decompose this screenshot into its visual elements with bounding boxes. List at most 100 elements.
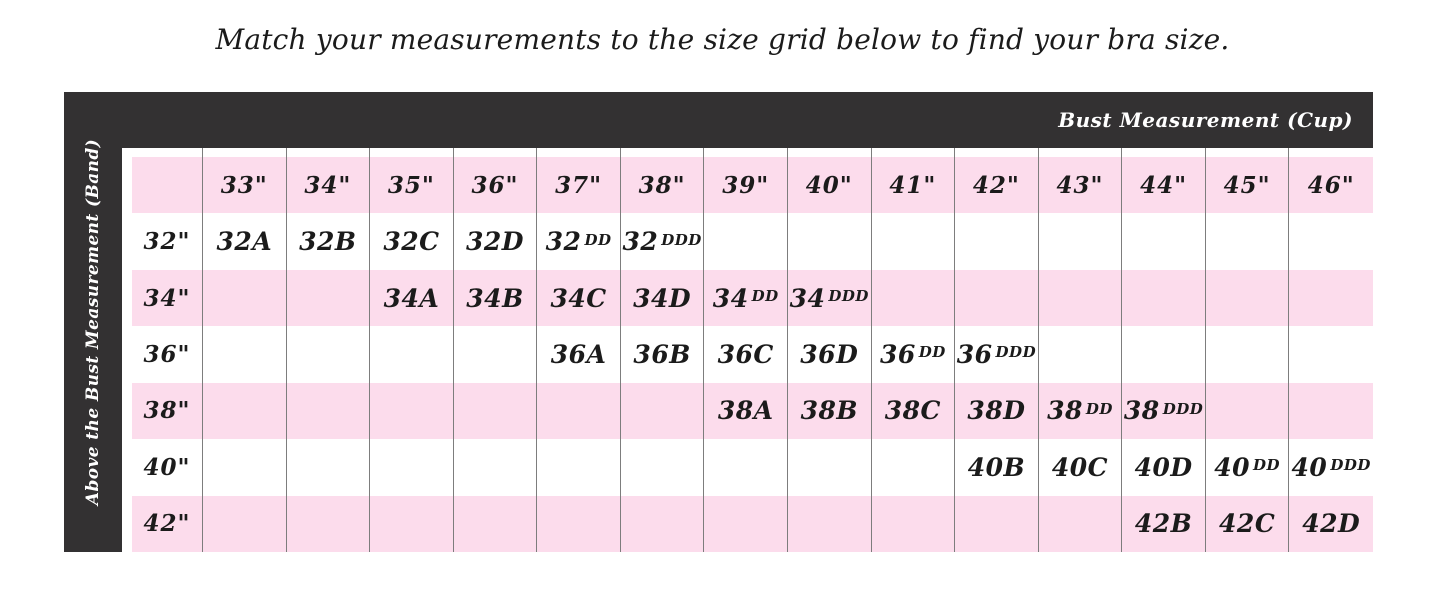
size-cell: [787, 439, 872, 496]
size-cell: [453, 382, 538, 440]
size-cell: [203, 326, 287, 383]
grid-gap-cell: [1122, 148, 1206, 157]
size-cell: [1038, 213, 1123, 270]
size-cell: [620, 439, 705, 496]
size-cell: 34A: [370, 269, 454, 327]
size-cell: 32A: [203, 213, 287, 270]
size-cell: 36D: [787, 326, 872, 383]
size-cell: [286, 382, 371, 440]
size-cell: [1038, 269, 1123, 327]
grid-gap-cell: [620, 148, 705, 157]
size-cell: 38D: [955, 382, 1039, 440]
bust-column-header: 44": [1122, 157, 1206, 214]
bust-axis-bar: Bust Measurement (Cup): [64, 92, 1373, 148]
size-cell: [704, 439, 788, 496]
size-cell: [787, 495, 872, 552]
size-cell: 42B: [1122, 495, 1206, 552]
grid-gap-cell: [955, 148, 1039, 157]
size-cell: [453, 495, 538, 552]
size-cell: [537, 439, 621, 496]
size-cell: [370, 495, 454, 552]
size-cell: 36 DD: [871, 326, 956, 383]
grid-gap-cell: [537, 148, 621, 157]
size-cell: [1122, 213, 1206, 270]
bust-column-header: 41": [871, 157, 956, 214]
size-cell: 42D: [1289, 495, 1373, 552]
size-cell: [1289, 269, 1373, 327]
size-cell: [203, 439, 287, 496]
band-axis-bar: Above the Bust Measurement (Band): [64, 92, 122, 552]
band-row-header: 42": [132, 495, 203, 552]
size-cell: [286, 269, 371, 327]
size-cell: [620, 382, 705, 440]
size-cell: [704, 495, 788, 552]
grid-gap-cell: [1289, 148, 1373, 157]
size-cell: [955, 213, 1039, 270]
bust-column-header: 45": [1205, 157, 1290, 214]
size-cell: 36A: [537, 326, 621, 383]
grid-gap-cell: [132, 148, 203, 157]
size-grid: 33" 34" 35" 36" 37" 38" 39" 40" 41" 42" 43" 44" 45" 4…: [132, 148, 1373, 552]
size-cell: [286, 326, 371, 383]
bust-column-header: 38": [620, 157, 705, 214]
grid-gap-cell: [203, 148, 287, 157]
band-row-header: 40": [132, 439, 203, 496]
page-title: Match your measurements to the size grid…: [215, 23, 1230, 56]
bust-column-header: 42": [955, 157, 1039, 214]
size-cell: [871, 495, 956, 552]
band-axis-label: Above the Bust Measurement (Band): [83, 138, 103, 506]
size-cell: [871, 269, 956, 327]
bust-column-header: 34": [286, 157, 371, 214]
size-cell: 40D: [1122, 439, 1206, 496]
bust-column-header: 43": [1038, 157, 1123, 214]
size-cell: [1205, 326, 1290, 383]
size-cell: [453, 439, 538, 496]
size-cell: [537, 382, 621, 440]
band-row-header: 36": [132, 326, 203, 383]
size-cell: [203, 269, 287, 327]
size-cell: [453, 326, 538, 383]
band-row-header: 34": [132, 269, 203, 327]
size-cell: 38 DDD: [1122, 382, 1206, 440]
size-cell: 34 DDD: [787, 269, 872, 327]
bust-column-header: 33": [203, 157, 287, 214]
band-row-header: 38": [132, 382, 203, 440]
size-cell: [1122, 326, 1206, 383]
size-cell: [1122, 269, 1206, 327]
bust-column-header: 35": [370, 157, 454, 214]
size-cell: 38C: [871, 382, 956, 440]
size-cell: [286, 439, 371, 496]
size-cell: [704, 213, 788, 270]
size-cell: 38B: [787, 382, 872, 440]
bust-column-header: 46": [1289, 157, 1373, 214]
size-cell: [1205, 269, 1290, 327]
size-cell: [1289, 213, 1373, 270]
grid-gap-cell: [370, 148, 454, 157]
size-cell: [1038, 326, 1123, 383]
bust-column-header: 40": [787, 157, 872, 214]
size-cell: 38 DD: [1038, 382, 1123, 440]
size-cell: [370, 382, 454, 440]
size-cell: 36 DDD: [955, 326, 1039, 383]
size-cell: [203, 382, 287, 440]
size-cell: [1038, 495, 1123, 552]
size-cell: 40 DD: [1205, 439, 1290, 496]
size-cell: 40 DDD: [1289, 439, 1373, 496]
size-cell: [1205, 382, 1290, 440]
size-cell: 34C: [537, 269, 621, 327]
size-cell: [286, 495, 371, 552]
size-cell: 34 DD: [704, 269, 788, 327]
grid-gap-cell: [704, 148, 788, 157]
size-cell: 32 DD: [537, 213, 621, 270]
size-cell: [203, 495, 287, 552]
bust-column-header: 39": [704, 157, 788, 214]
size-cell: [787, 213, 872, 270]
size-cell: [955, 495, 1039, 552]
bust-column-header: 36": [453, 157, 538, 214]
size-cell: [1289, 326, 1373, 383]
size-cell: [537, 495, 621, 552]
size-cell: [1205, 213, 1290, 270]
size-cell: 32D: [453, 213, 538, 270]
size-cell: 32C: [370, 213, 454, 270]
